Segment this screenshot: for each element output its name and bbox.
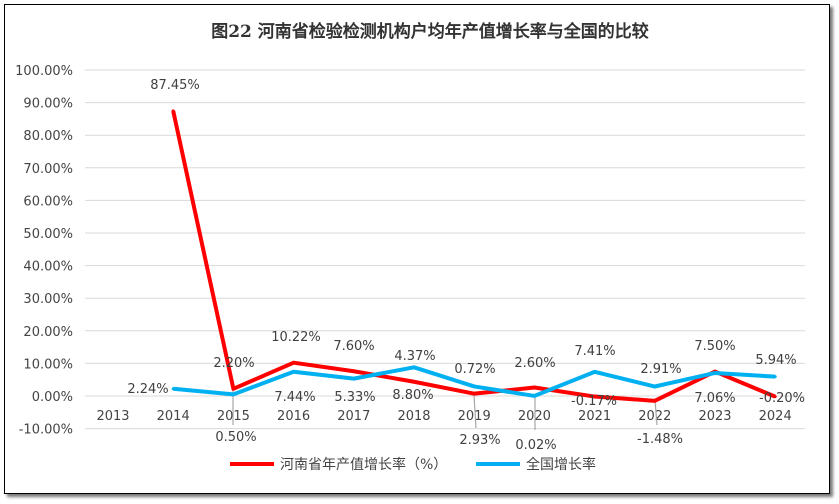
data-label: 2.24% — [127, 382, 168, 397]
data-label: 0.72% — [454, 362, 495, 377]
data-label: 2.93% — [459, 433, 500, 448]
y-tick-label: 40.00% — [23, 260, 73, 275]
legend-label: 全国增长率 — [526, 456, 596, 473]
y-tick-label: 90.00% — [23, 97, 73, 112]
data-point — [171, 109, 175, 113]
data-point — [292, 361, 296, 365]
data-point — [412, 380, 416, 384]
label-leader-line — [473, 394, 477, 429]
chart-title: 图22 河南省检验检测机构户均年产值增长率与全国的比较 — [211, 21, 649, 42]
data-point — [171, 387, 175, 391]
data-label: 5.33% — [334, 390, 375, 405]
x-tick-label: 2024 — [759, 409, 792, 424]
y-tick-label: 50.00% — [23, 227, 73, 242]
data-label: -0.17% — [571, 394, 617, 409]
data-label: 7.06% — [694, 391, 735, 406]
data-point — [713, 371, 717, 375]
data-point — [653, 399, 657, 403]
data-point — [593, 395, 597, 399]
data-label: 0.02% — [515, 438, 556, 453]
data-point — [231, 392, 235, 396]
x-tick-label: 2013 — [96, 409, 129, 424]
data-point — [653, 385, 657, 389]
x-tick-label: 2023 — [698, 409, 731, 424]
x-tick-label: 2021 — [578, 409, 611, 424]
data-point — [352, 369, 356, 373]
data-point — [292, 370, 296, 374]
y-tick-label: 80.00% — [23, 129, 73, 144]
y-tick-label: 60.00% — [23, 194, 73, 209]
y-tick-label: 20.00% — [23, 325, 73, 340]
data-point — [773, 375, 777, 379]
y-tick-label: -10.00% — [19, 423, 73, 438]
chart-frame — [4, 4, 830, 494]
data-point — [773, 395, 777, 399]
data-label: 2.91% — [640, 362, 681, 377]
data-point — [532, 394, 536, 398]
data-label: 7.41% — [574, 344, 615, 359]
data-label: 10.22% — [271, 330, 321, 345]
y-tick-label: 70.00% — [23, 162, 73, 177]
label-leader-line — [654, 399, 658, 426]
x-tick-label: 2019 — [458, 409, 491, 424]
data-point — [231, 387, 235, 391]
x-tick-label: 2016 — [277, 409, 310, 424]
data-label: 7.50% — [694, 339, 735, 354]
data-point — [352, 377, 356, 381]
y-tick-label: 100.00% — [15, 64, 73, 79]
x-tick-label: 2017 — [337, 409, 370, 424]
data-point — [532, 386, 536, 390]
x-tick-label: 2022 — [638, 409, 671, 424]
data-label: 87.45% — [150, 78, 200, 93]
x-tick-label: 2018 — [397, 409, 430, 424]
data-point — [593, 370, 597, 374]
data-label: 4.37% — [394, 349, 435, 364]
data-label: -0.20% — [759, 391, 805, 406]
y-tick-label: 30.00% — [23, 292, 73, 307]
data-label: 8.80% — [392, 388, 433, 403]
y-tick-label: 0.00% — [32, 390, 73, 405]
data-point — [412, 365, 416, 369]
data-label: 7.44% — [274, 390, 315, 405]
data-label: 0.50% — [215, 430, 256, 445]
data-point — [472, 384, 476, 388]
x-tick-label: 2014 — [157, 409, 190, 424]
data-label: -1.48% — [637, 432, 683, 447]
data-label: 7.60% — [333, 339, 374, 354]
data-label: 2.20% — [213, 356, 254, 371]
data-label: 2.60% — [514, 356, 555, 371]
y-tick-label: 10.00% — [23, 357, 73, 372]
data-point — [472, 392, 476, 396]
data-label: 5.94% — [755, 353, 796, 368]
series-line-0 — [171, 110, 776, 403]
legend-label: 河南省年产值增长率（%） — [280, 456, 447, 473]
